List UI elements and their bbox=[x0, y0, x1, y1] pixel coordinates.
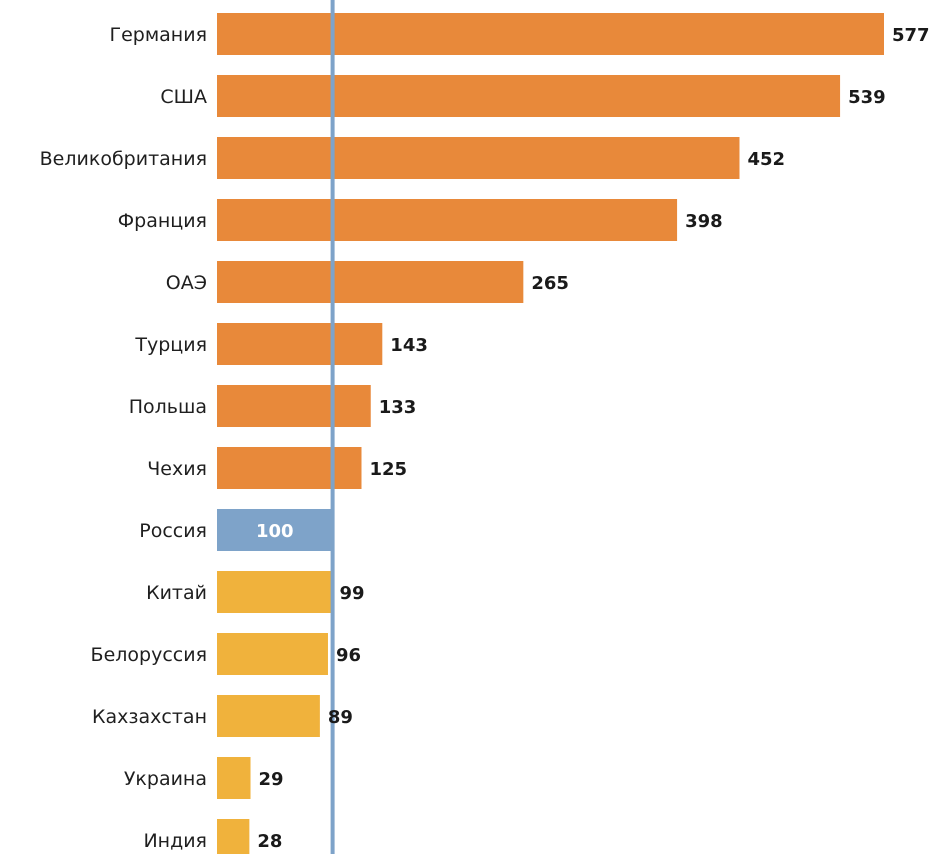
bar-14 bbox=[217, 819, 250, 854]
bar-5 bbox=[217, 261, 524, 303]
bar-12 bbox=[217, 695, 320, 737]
category-label: Франция bbox=[118, 210, 207, 232]
bars-layer bbox=[217, 13, 884, 854]
value-label: 265 bbox=[531, 273, 569, 294]
value-label: 133 bbox=[379, 397, 417, 418]
category-label: США bbox=[160, 86, 207, 108]
bar-11 bbox=[217, 633, 328, 675]
category-label: Китай bbox=[146, 582, 207, 604]
category-label: Россия bbox=[139, 520, 207, 542]
value-label: 125 bbox=[369, 459, 407, 480]
category-label: Турция bbox=[134, 334, 207, 356]
value-label: 143 bbox=[390, 335, 428, 356]
bar-13 bbox=[217, 757, 251, 799]
bar-9 bbox=[217, 509, 333, 551]
category-label: Кахзахстан bbox=[92, 706, 207, 728]
category-label: Германия bbox=[109, 24, 207, 46]
category-label: Индия bbox=[143, 830, 207, 852]
category-label: Украина bbox=[124, 768, 207, 790]
value-label: 29 bbox=[259, 769, 284, 790]
value-label: 28 bbox=[257, 831, 282, 852]
labels-layer: Германия 577 США 539 Великобритания 452 Франци… bbox=[40, 24, 930, 852]
category-label: Польша bbox=[129, 396, 207, 418]
bar-2 bbox=[217, 75, 841, 117]
bar-7 bbox=[217, 385, 371, 427]
value-label: 577 bbox=[892, 25, 930, 46]
bar-8 bbox=[217, 447, 362, 489]
category-label: Великобритания bbox=[40, 148, 207, 170]
category-label: ОАЭ bbox=[166, 272, 207, 294]
bar-1 bbox=[217, 13, 884, 55]
value-label: 452 bbox=[748, 149, 786, 170]
value-label: 100 bbox=[256, 521, 294, 542]
category-label: Белоруссия bbox=[91, 644, 207, 666]
bar-10 bbox=[217, 571, 332, 613]
value-label: 539 bbox=[848, 87, 886, 108]
value-label: 99 bbox=[339, 583, 364, 604]
bar-4 bbox=[217, 199, 678, 241]
value-label: 96 bbox=[336, 645, 361, 666]
value-label: 398 bbox=[685, 211, 723, 232]
bar-6 bbox=[217, 323, 383, 365]
bar-3 bbox=[217, 137, 740, 179]
value-label: 89 bbox=[328, 707, 353, 728]
category-label: Чехия bbox=[147, 458, 207, 480]
